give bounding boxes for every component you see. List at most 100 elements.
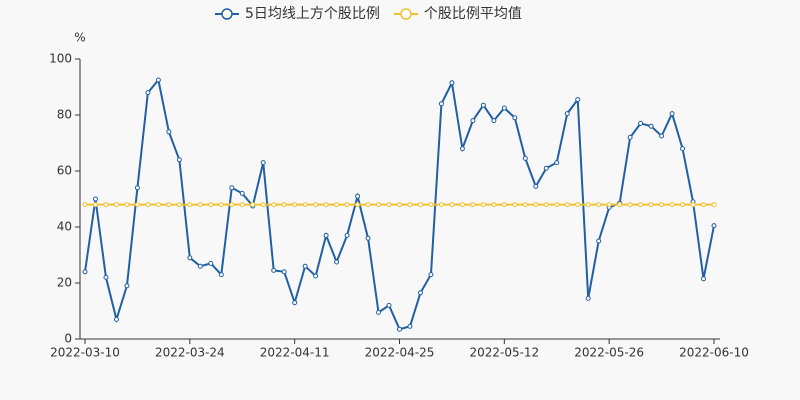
point — [638, 202, 644, 208]
point — [659, 202, 665, 208]
point — [627, 134, 633, 140]
x-tick-label: 2022-05-26 — [574, 346, 644, 360]
point — [428, 202, 434, 208]
point — [103, 202, 109, 208]
point — [302, 263, 308, 269]
point — [176, 157, 182, 163]
point — [239, 202, 245, 208]
legend-marker — [221, 8, 233, 20]
x-tick-label: 2022-04-11 — [260, 346, 330, 360]
y-unit: % — [74, 31, 85, 45]
y-tick-label: 20 — [57, 276, 72, 290]
point — [218, 202, 224, 208]
point — [82, 202, 88, 208]
x-tick-label: 2022-03-10 — [50, 346, 120, 360]
point — [397, 202, 402, 208]
point — [711, 202, 717, 208]
point — [596, 238, 602, 244]
point — [292, 202, 298, 208]
point — [512, 202, 518, 208]
point — [187, 255, 193, 261]
point — [365, 235, 371, 241]
point — [701, 276, 707, 282]
point — [166, 129, 172, 135]
point — [711, 223, 717, 229]
point — [155, 77, 161, 83]
point — [281, 202, 287, 208]
point — [134, 202, 140, 208]
point — [669, 202, 675, 208]
point — [124, 202, 130, 208]
point — [470, 202, 476, 208]
x-tick-label: 2022-03-24 — [155, 346, 225, 360]
point — [459, 202, 465, 208]
point — [397, 326, 402, 332]
point — [491, 118, 497, 124]
point — [145, 202, 151, 208]
point — [543, 165, 549, 171]
point — [197, 202, 203, 208]
point — [501, 202, 507, 208]
y-tick-label: 80 — [57, 108, 72, 122]
point — [627, 202, 633, 208]
point — [701, 202, 707, 208]
point — [617, 202, 623, 208]
point — [386, 202, 392, 208]
point — [103, 274, 109, 280]
y-tick-label: 100 — [49, 52, 72, 66]
point — [92, 202, 98, 208]
point — [417, 202, 423, 208]
point — [260, 160, 266, 166]
point — [449, 80, 455, 86]
point — [512, 115, 518, 121]
point — [208, 202, 214, 208]
point — [522, 155, 528, 161]
y-tick-label: 0 — [64, 332, 72, 346]
point — [281, 269, 287, 275]
point — [438, 202, 444, 208]
point — [355, 202, 361, 208]
point — [575, 97, 581, 103]
point — [585, 202, 591, 208]
point — [208, 260, 214, 266]
point — [491, 202, 497, 208]
point — [250, 202, 256, 208]
point — [302, 202, 308, 208]
point — [533, 183, 539, 189]
point — [470, 118, 476, 124]
point — [638, 120, 644, 126]
point — [155, 202, 161, 208]
point — [82, 269, 88, 275]
point — [313, 273, 319, 279]
legend-marker — [400, 8, 412, 20]
point — [376, 202, 382, 208]
point — [260, 202, 266, 208]
point — [554, 202, 560, 208]
point — [564, 202, 570, 208]
point — [218, 272, 224, 278]
point — [344, 202, 350, 208]
point — [239, 190, 245, 196]
point — [292, 300, 298, 306]
point — [313, 202, 319, 208]
point — [659, 133, 665, 139]
legend-label: 5日均线上方个股比例 — [245, 6, 380, 22]
point — [113, 316, 119, 322]
point — [606, 202, 612, 208]
point — [229, 185, 235, 191]
point — [344, 232, 350, 238]
point — [407, 323, 413, 329]
point — [480, 202, 486, 208]
point — [386, 302, 392, 308]
x-tick-label: 2022-05-12 — [469, 346, 539, 360]
point — [575, 202, 581, 208]
point — [480, 102, 486, 108]
legend: 5日均线上方个股比例 个股比例平均值 — [215, 6, 522, 22]
point — [417, 290, 423, 296]
point — [334, 202, 340, 208]
point — [648, 202, 654, 208]
x-tick-label: 2022-04-25 — [365, 346, 435, 360]
point — [334, 259, 340, 265]
